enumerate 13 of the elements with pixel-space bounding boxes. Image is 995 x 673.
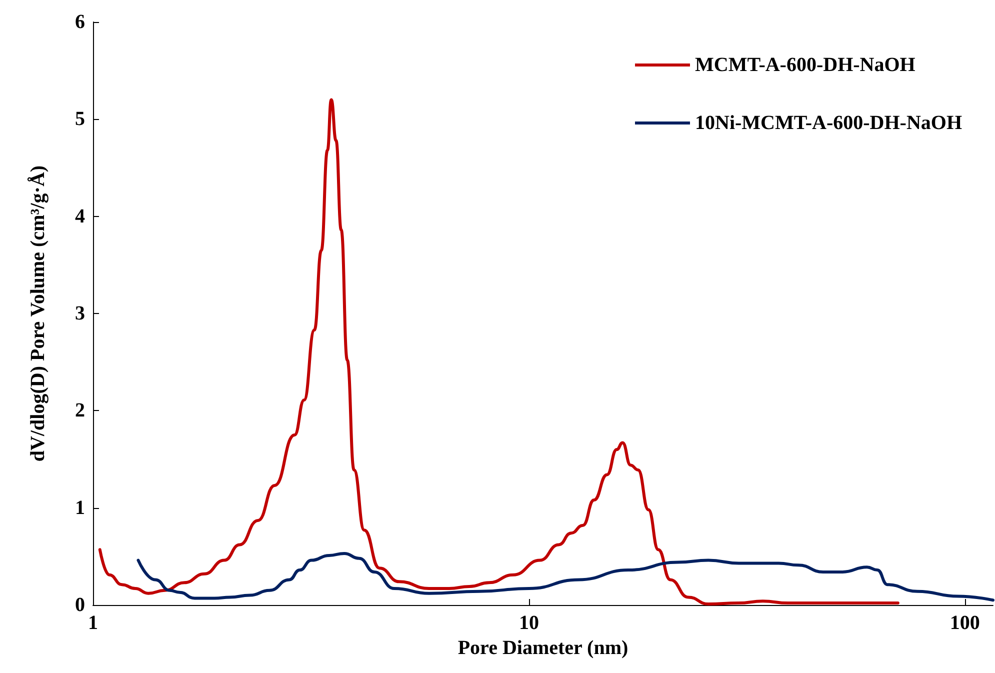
y-tick-label: 1 bbox=[75, 496, 85, 519]
y-axis-title: dV/dlog(D) Pore Volume (cm³/g·Å) bbox=[27, 165, 49, 462]
x-tick-label: 10 bbox=[518, 612, 539, 634]
x-axis-title: Pore Diameter (nm) bbox=[458, 636, 628, 659]
y-tick-label: 0 bbox=[75, 594, 85, 616]
x-tick-label: 100 bbox=[950, 612, 980, 634]
y-tick-label: 4 bbox=[75, 205, 85, 228]
y-tick-label: 2 bbox=[75, 400, 85, 422]
y-tick-label: 5 bbox=[75, 108, 85, 130]
legend-label: 10Ni-MCMT-A-600-DH-NaOH bbox=[695, 112, 962, 134]
legend-label: MCMT-A-600-DH-NaOH bbox=[695, 54, 916, 76]
y-tick-label: 6 bbox=[75, 11, 85, 33]
y-tick-label: 3 bbox=[75, 302, 85, 324]
